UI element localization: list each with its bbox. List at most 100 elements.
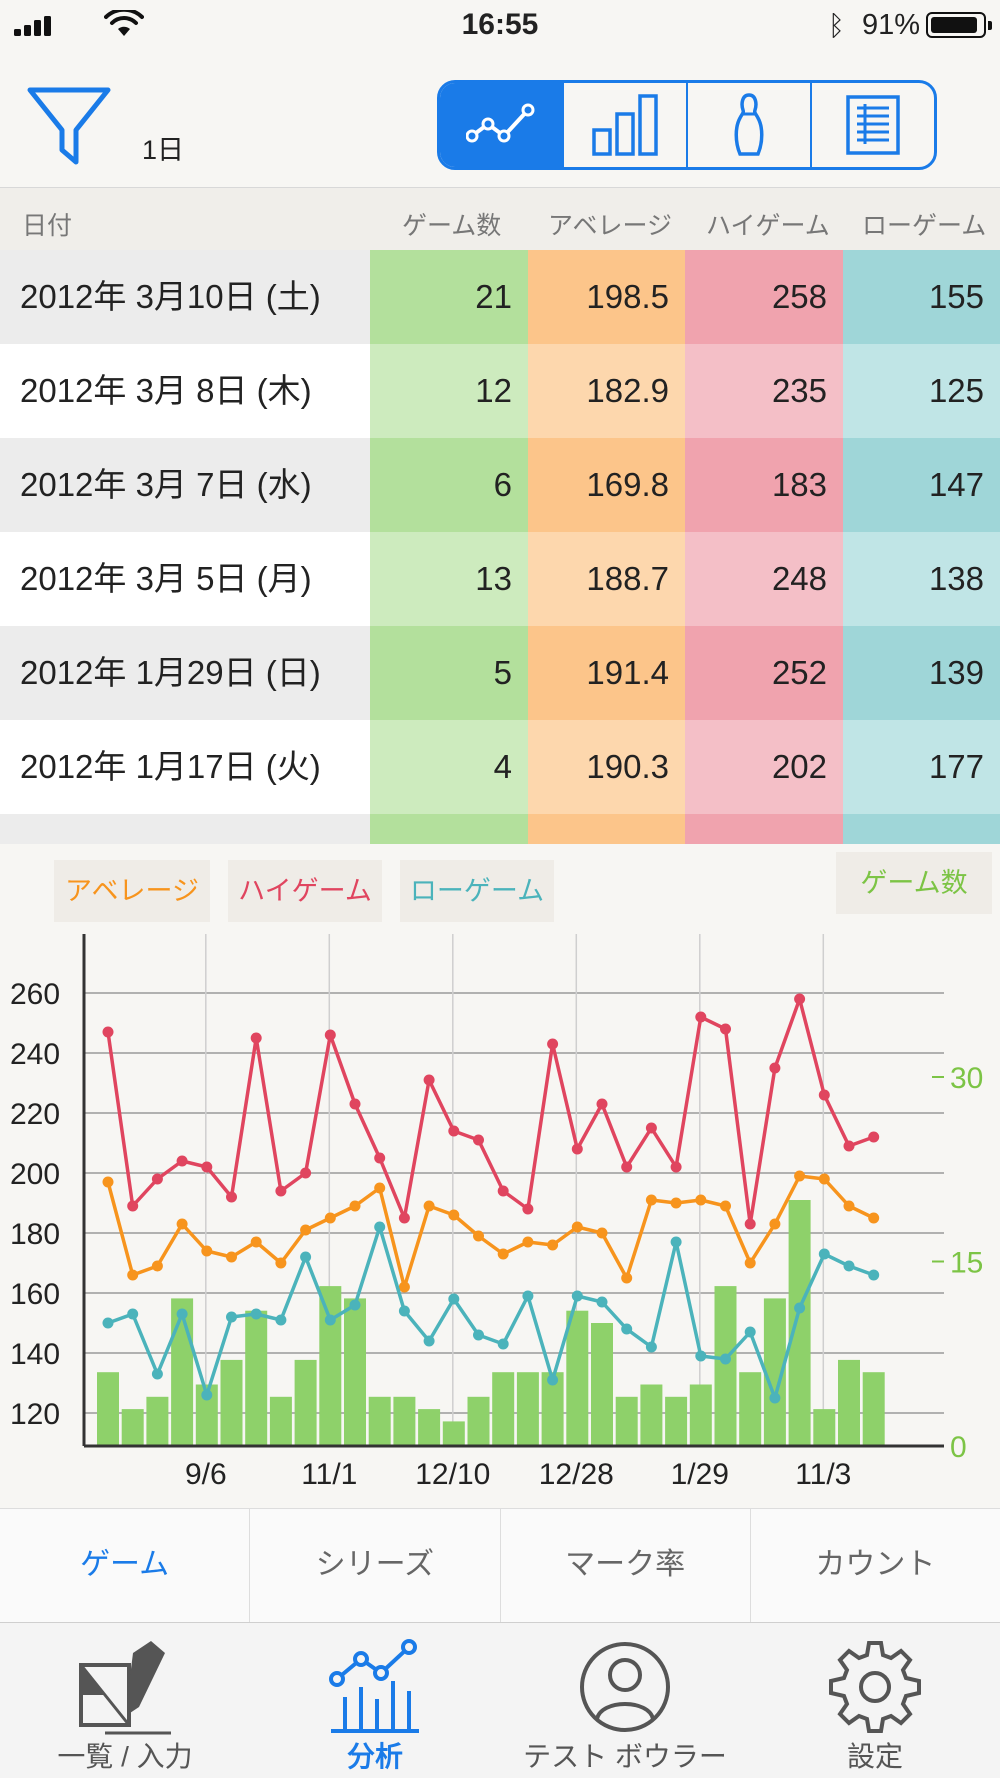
table-header: 日付 ゲーム数 アベレージ ハイゲーム ローゲーム xyxy=(0,188,1000,250)
average-point xyxy=(670,1197,682,1209)
subtab-game[interactable]: ゲーム xyxy=(0,1509,251,1622)
header-average[interactable]: アベレージ xyxy=(548,212,673,240)
legend-high-toggle[interactable]: ハイゲーム xyxy=(228,860,382,922)
row-high: 252 xyxy=(685,626,843,720)
legend-games-toggle[interactable]: ゲーム数 xyxy=(836,852,992,914)
gear-icon xyxy=(829,1641,921,1733)
games-bar xyxy=(220,1359,243,1446)
games-bar xyxy=(467,1396,490,1446)
row-average: 198.5 xyxy=(528,250,685,344)
x-tick-label: 11/3 xyxy=(795,1458,851,1491)
row-average: 188.7 xyxy=(528,532,685,626)
high-point xyxy=(522,1203,534,1215)
table-row[interactable]: 2012年 1月17日 (火) 4 190.3 202 177 xyxy=(0,720,1000,814)
view-line-chart-button[interactable] xyxy=(440,83,564,167)
x-tick-label: 12/10 xyxy=(415,1458,490,1491)
games-bar xyxy=(689,1384,712,1446)
y-tick-label: 160 xyxy=(10,1278,60,1311)
status-bar: 16:55 ᛒ 91% xyxy=(0,0,1000,50)
high-point xyxy=(349,1098,361,1110)
header-high[interactable]: ハイゲーム xyxy=(706,212,830,240)
x-tick-label: 9/6 xyxy=(185,1458,227,1491)
average-point xyxy=(843,1200,855,1212)
high-point xyxy=(744,1218,756,1230)
battery-icon xyxy=(926,12,992,38)
row-games: 21 xyxy=(370,250,528,344)
high-point xyxy=(843,1140,855,1152)
tab-analysis[interactable]: 分析 xyxy=(250,1623,500,1778)
games-bar xyxy=(195,1384,218,1446)
high-point xyxy=(769,1062,781,1074)
games-bar xyxy=(739,1372,762,1446)
low-point xyxy=(843,1260,855,1272)
games-chart: 120 140 160 180 200 220 240 260 9/6 11/1 12/10 12/2… xyxy=(10,934,983,1491)
subtab-series[interactable]: シリーズ xyxy=(250,1509,501,1622)
tab-list-input[interactable]: 一覧 / 入力 xyxy=(0,1623,250,1778)
low-point xyxy=(695,1350,707,1362)
games-bar xyxy=(319,1286,342,1446)
games-bar xyxy=(665,1396,688,1446)
filter-label[interactable]: 1日 xyxy=(142,135,185,165)
table-row[interactable]: 2012年 3月 5日 (月) 13 188.7 248 138 xyxy=(0,532,1000,626)
high-point xyxy=(201,1161,213,1173)
average-point xyxy=(176,1218,188,1230)
pin-icon xyxy=(734,93,764,156)
x-tick-label: 12/28 xyxy=(539,1458,614,1491)
average-point xyxy=(645,1194,657,1206)
view-pin-button[interactable] xyxy=(688,83,812,167)
average-point xyxy=(448,1209,460,1221)
bar-chart-icon xyxy=(592,94,658,156)
average-point xyxy=(102,1176,114,1188)
table-row-partial[interactable] xyxy=(0,814,1000,844)
view-table-button[interactable] xyxy=(812,83,934,167)
header-low[interactable]: ローゲーム xyxy=(862,212,987,240)
low-point xyxy=(102,1317,114,1329)
games-bar xyxy=(813,1409,836,1446)
games-bar xyxy=(640,1384,663,1446)
games-bar xyxy=(566,1310,589,1446)
games-bar xyxy=(714,1286,737,1446)
tab-bar: 一覧 / 入力 分析 テスト xyxy=(0,1622,1000,1778)
y-tick-label: 260 xyxy=(10,978,60,1011)
average-point xyxy=(695,1194,707,1206)
average-point xyxy=(226,1251,237,1263)
high-point xyxy=(547,1038,559,1050)
table-row[interactable]: 2012年 3月 7日 (水) 6 169.8 183 147 xyxy=(0,438,1000,532)
table-row[interactable]: 2012年 3月10日 (土) 21 198.5 258 155 xyxy=(0,250,1000,344)
legend-average-toggle[interactable]: アベレージ xyxy=(54,860,210,922)
legend-low-toggle[interactable]: ローゲーム xyxy=(400,860,554,922)
row-date: 2012年 3月10日 (土) xyxy=(0,250,370,344)
games-bar xyxy=(862,1372,885,1446)
average-point xyxy=(151,1260,163,1272)
row-low: 125 xyxy=(843,344,1000,438)
subtab-count[interactable]: カウント xyxy=(815,1548,936,1581)
table-row[interactable]: 2012年 3月 8日 (木) 12 182.9 235 125 xyxy=(0,344,1000,438)
low-point xyxy=(151,1368,163,1380)
row-games: 13 xyxy=(370,532,528,626)
table-row[interactable]: 2012年 1月29日 (日) 5 191.4 252 139 xyxy=(0,626,1000,720)
subtab-mark-rate[interactable]: マーク率 xyxy=(501,1509,751,1622)
filter-icon[interactable] xyxy=(26,84,112,168)
average-point xyxy=(744,1257,756,1269)
high-point xyxy=(695,1011,707,1023)
row-high: 202 xyxy=(685,720,843,814)
games-bar xyxy=(788,1200,811,1446)
tab-settings[interactable]: 設定 xyxy=(750,1623,1000,1778)
header-date[interactable]: 日付 xyxy=(22,212,73,240)
low-point xyxy=(349,1299,361,1311)
view-bar-chart-button[interactable] xyxy=(564,83,688,167)
header-games[interactable]: ゲーム数 xyxy=(402,212,502,240)
average-point xyxy=(349,1200,361,1212)
toolbar: 1日 xyxy=(0,50,1000,188)
bluetooth-icon: ᛒ xyxy=(828,10,845,41)
row-low: 155 xyxy=(843,250,1000,344)
average-point xyxy=(522,1236,534,1248)
average-point xyxy=(547,1239,559,1251)
tab-bowler[interactable]: テスト ボウラー xyxy=(500,1623,750,1778)
analysis-chart-icon xyxy=(329,1639,419,1733)
y-tick-label: 120 xyxy=(10,1398,60,1431)
low-point xyxy=(324,1314,336,1326)
table-icon xyxy=(846,95,900,155)
high-point xyxy=(868,1131,880,1143)
row-low: 139 xyxy=(843,626,1000,720)
